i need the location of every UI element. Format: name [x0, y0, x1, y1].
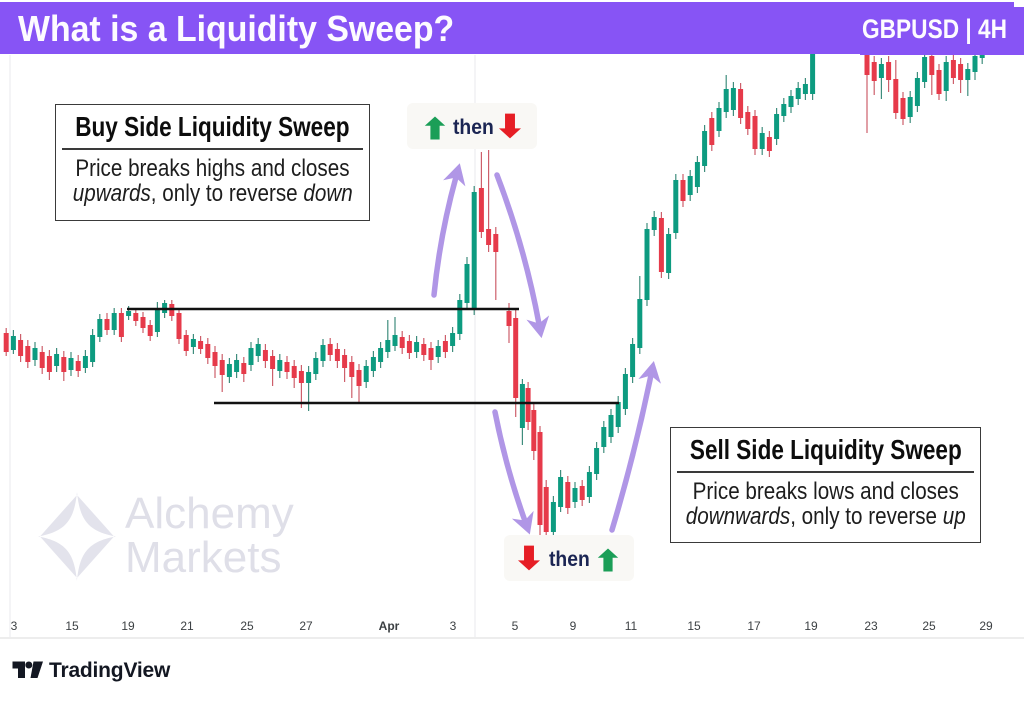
svg-text:Markets: Markets [125, 533, 281, 582]
svg-text:Alchemy: Alchemy [125, 489, 294, 538]
